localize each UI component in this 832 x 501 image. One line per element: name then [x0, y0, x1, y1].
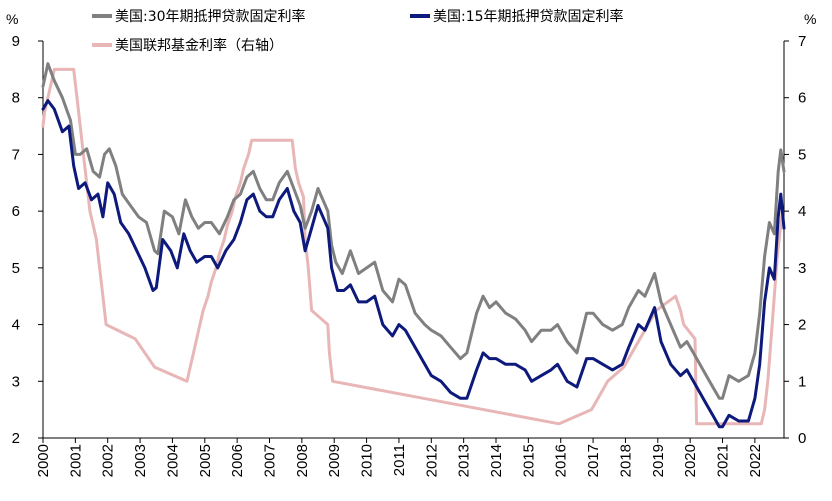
right-axis-unit: % — [804, 11, 816, 27]
x-tick-label: 2012 — [423, 444, 440, 477]
right-tick-label: 1 — [798, 373, 806, 390]
legend-label-15y: 美国:15年期抵押贷款固定利率 — [433, 8, 624, 25]
right-tick-label: 6 — [798, 90, 806, 107]
legend-label-fed-funds: 美国联邦基金利率（右轴） — [115, 37, 283, 54]
x-tick-label: 2022 — [747, 444, 764, 477]
right-tick-label: 4 — [798, 203, 806, 220]
right-tick-label: 7 — [798, 33, 806, 50]
right-tick-label: 0 — [798, 430, 806, 447]
right-tick-label: 2 — [798, 317, 806, 334]
series-line-fed-funds — [41, 67, 784, 426]
right-tick-label: 5 — [798, 146, 806, 163]
x-tick-label: 2017 — [585, 444, 602, 477]
left-tick-label: 7 — [12, 146, 20, 163]
right-tick-label: 3 — [798, 260, 806, 277]
x-tick-label: 2002 — [100, 444, 117, 477]
left-tick-label: 5 — [12, 260, 20, 277]
left-tick-label: 2 — [12, 430, 20, 447]
legend-item-fed-funds: 美国联邦基金利率（右轴） — [92, 37, 283, 54]
x-tick-label: 2014 — [488, 444, 505, 477]
x-tick-label: 2010 — [359, 444, 376, 477]
left-axis-unit: % — [6, 11, 18, 27]
legend-item-15y: 美国:15年期抵押贷款固定利率 — [410, 8, 624, 25]
x-tick-label: 2001 — [67, 444, 84, 477]
series-layer — [41, 62, 786, 429]
x-tick-label: 2003 — [132, 444, 149, 477]
x-tick-label: 2021 — [715, 444, 732, 477]
left-tick-label: 6 — [12, 203, 20, 220]
legend-item-30y: 美国:30年期抵押贷款固定利率 — [92, 8, 306, 25]
legend-label-30y: 美国:30年期抵押贷款固定利率 — [115, 8, 306, 25]
left-tick-label: 4 — [12, 317, 20, 334]
x-tick-label: 2013 — [456, 444, 473, 477]
left-tick-label: 9 — [12, 33, 20, 50]
x-tick-label: 2009 — [326, 444, 343, 477]
x-tick-label: 2007 — [262, 444, 279, 477]
left-tick-label: 3 — [12, 373, 20, 390]
x-tick-label: 2019 — [650, 444, 667, 477]
x-tick-label: 2020 — [682, 444, 699, 477]
left-tick-label: 8 — [12, 90, 20, 107]
series-line-15y — [41, 99, 786, 429]
x-tick-label: 2004 — [164, 444, 181, 477]
x-tick-label: 2000 — [35, 444, 52, 477]
series-line-30y — [41, 62, 786, 400]
legend: 美国:30年期抵押贷款固定利率 美国:15年期抵押贷款固定利率 美国联邦基金利率… — [92, 8, 624, 54]
x-tick-label: 2006 — [229, 444, 246, 477]
x-tick-label: 2018 — [617, 444, 634, 477]
x-tick-label: 2005 — [197, 444, 214, 477]
x-tick-label: 2015 — [520, 444, 537, 477]
axes: 2 3 4 5 6 7 8 9 0 1 2 3 4 5 6 7 2000 2001 2002 2003 2004 2005… — [12, 33, 807, 477]
x-tick-label: 2008 — [294, 444, 311, 477]
x-tick-label: 2011 — [391, 444, 408, 476]
x-tick-label: 2016 — [553, 444, 570, 477]
